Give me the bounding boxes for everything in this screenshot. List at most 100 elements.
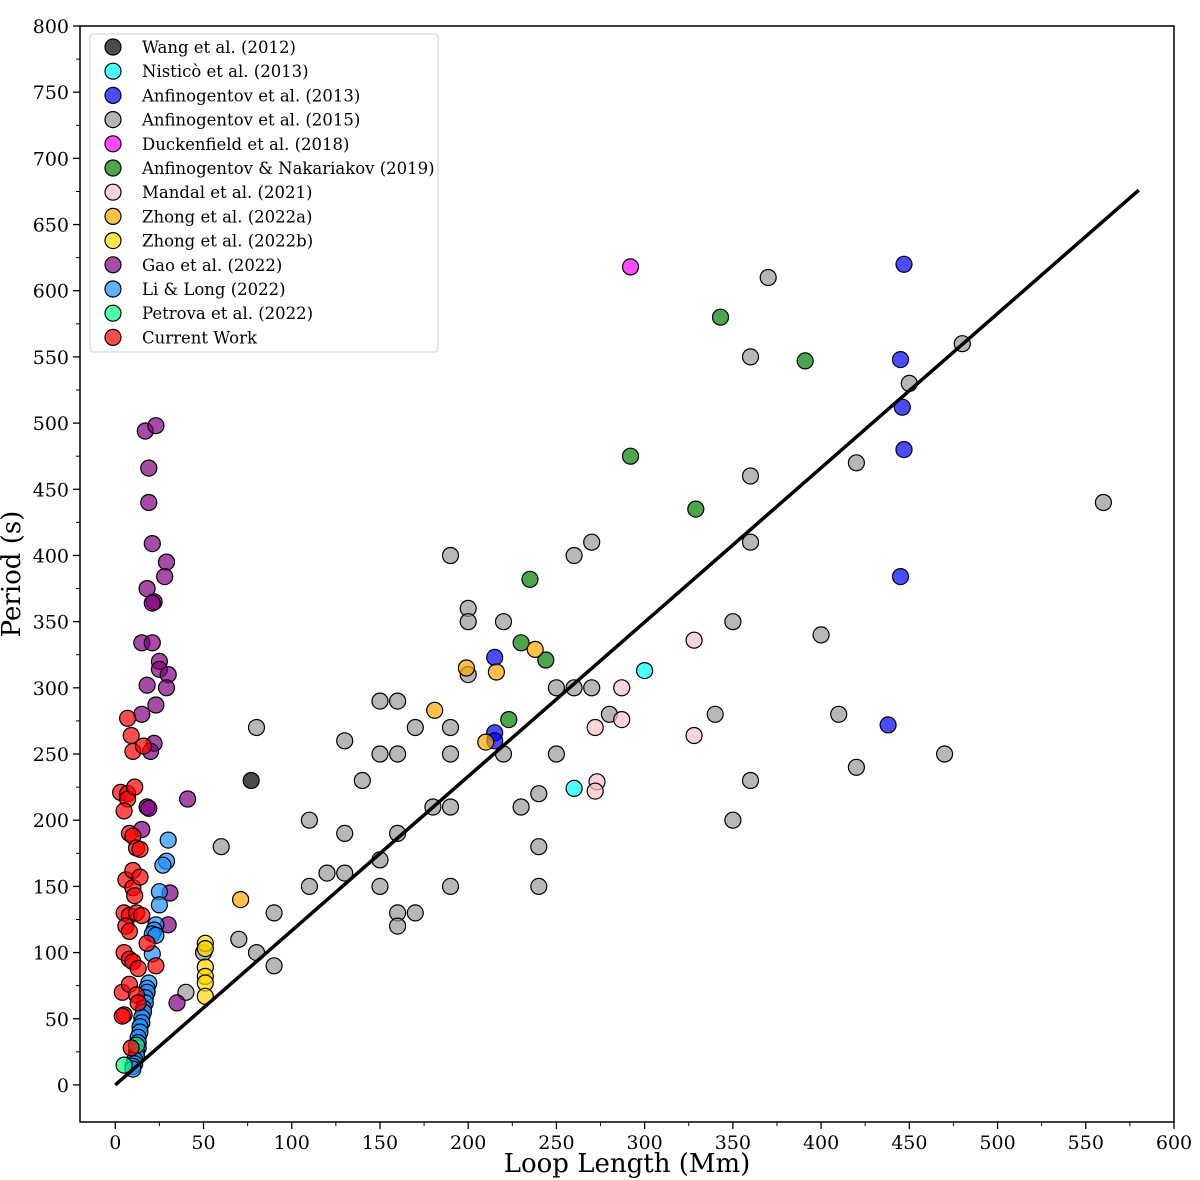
data-point-3-22 — [583, 533, 601, 551]
legend-marker-12 — [104, 328, 122, 346]
legend-items: Wang et al. (2012) Nisticò et al. (2013) A… — [104, 38, 435, 347]
data-point-8-1 — [196, 939, 214, 958]
data-point-10-2 — [154, 856, 172, 874]
data-point-3-11 — [830, 705, 848, 723]
data-point-12-36 — [122, 1039, 140, 1057]
legend-marker-9 — [104, 256, 122, 274]
legend-label-1: Nisticò et al. (2013) — [142, 62, 309, 81]
x-tick-label-2: 100 — [274, 1132, 310, 1154]
data-point-2-2 — [893, 398, 911, 416]
data-point-12-21 — [133, 906, 151, 925]
y-tick-label-16: 800 — [33, 16, 69, 38]
data-point-3-21 — [565, 546, 583, 565]
data-point-3-47 — [336, 732, 354, 750]
y-tick-label-14: 700 — [33, 148, 69, 170]
data-point-3-6 — [847, 454, 866, 472]
data-point-2-5 — [879, 716, 897, 734]
legend-marker-5 — [104, 159, 122, 177]
legend-label-0: Wang et al. (2012) — [142, 38, 296, 57]
legend-label-8: Zhong et al. (2022b) — [142, 232, 313, 251]
y-tick-label-6: 300 — [33, 678, 69, 700]
x-tick-label-1: 50 — [191, 1132, 215, 1154]
x-tick-label-5: 250 — [538, 1132, 574, 1154]
data-point-3-18 — [459, 613, 477, 631]
x-tick-label-6: 300 — [627, 1132, 663, 1154]
data-point-9-18 — [133, 705, 151, 723]
x-tick-label-3: 150 — [362, 1132, 398, 1154]
data-point-3-7 — [1094, 493, 1113, 512]
data-point-3-14 — [741, 771, 760, 790]
data-point-3-33 — [441, 718, 460, 737]
data-point-5-6 — [537, 651, 555, 669]
data-point-1-1 — [565, 779, 583, 798]
data-point-3-16 — [441, 546, 460, 565]
data-point-3-12 — [847, 758, 866, 776]
data-point-10-4 — [150, 896, 168, 914]
data-point-5-5 — [512, 634, 530, 652]
data-point-9-9 — [143, 594, 161, 612]
data-point-3-15 — [724, 811, 742, 829]
x-axis-label: Loop Length (Mm) — [504, 1149, 751, 1179]
data-point-6-1 — [613, 679, 631, 697]
y-axis-label: Period (s) — [0, 511, 27, 638]
data-point-3-34 — [441, 745, 460, 763]
legend-marker-7 — [104, 207, 122, 225]
y-tick-label-13: 650 — [33, 215, 69, 237]
data-point-10-0 — [159, 831, 177, 849]
legend-label-5: Anfinogentov & Nakariakov (2019) — [141, 159, 435, 178]
y-tick-label-5: 250 — [33, 744, 69, 766]
data-point-3-24 — [565, 679, 583, 697]
data-point-3-49 — [336, 864, 354, 882]
legend-label-6: Mandal et al. (2021) — [142, 183, 312, 202]
legend-box — [89, 33, 439, 353]
legend-label-4: Duckenfield et al. (2018) — [142, 135, 349, 154]
data-point-3-10 — [706, 705, 724, 723]
data-point-1-0 — [635, 661, 654, 680]
legend: Wang et al. (2012) Nisticò et al. (2013) A… — [89, 33, 439, 353]
data-point-3-37 — [441, 877, 460, 896]
data-point-9-23 — [179, 790, 197, 808]
x-tick-label-0: 0 — [109, 1132, 121, 1154]
x-tick-label-8: 400 — [803, 1132, 839, 1154]
y-tick-label-3: 150 — [33, 876, 69, 898]
data-point-12-0 — [118, 709, 137, 727]
data-point-6-6 — [586, 782, 604, 800]
data-point-2-3 — [895, 441, 913, 459]
x-tick-label-10: 500 — [979, 1132, 1015, 1154]
data-point-9-22 — [140, 799, 158, 817]
data-point-3-29 — [530, 838, 548, 856]
data-point-3-58 — [265, 904, 283, 922]
data-point-3-51 — [300, 811, 318, 829]
data-point-9-6 — [156, 567, 174, 586]
legend-marker-4 — [104, 135, 122, 153]
data-point-3-48 — [336, 824, 354, 843]
data-point-3-40 — [371, 692, 389, 710]
data-point-3-57 — [212, 838, 230, 856]
data-point-3-55 — [389, 917, 407, 935]
x-tick-label-4: 200 — [450, 1132, 486, 1154]
x-tick-label-11: 550 — [1068, 1132, 1104, 1154]
data-point-12-35 — [129, 994, 147, 1012]
data-point-12-7 — [126, 778, 144, 796]
legend-marker-2 — [104, 86, 122, 105]
data-point-3-38 — [406, 718, 424, 737]
legend-label-7: Zhong et al. (2022a) — [142, 207, 312, 226]
data-point-3-46 — [353, 771, 371, 790]
data-point-2-1 — [891, 351, 910, 369]
data-point-3-3 — [741, 533, 760, 551]
data-point-9-4 — [143, 534, 161, 553]
y-tick-label-15: 750 — [33, 82, 69, 104]
data-point-4-0 — [621, 258, 640, 276]
data-point-3-27 — [512, 798, 530, 816]
data-point-3-52 — [300, 877, 318, 896]
data-point-3-61 — [265, 957, 283, 975]
data-point-2-4 — [891, 567, 910, 586]
data-point-5-3 — [687, 500, 705, 518]
data-point-5-1 — [796, 352, 814, 370]
data-point-5-0 — [711, 308, 730, 326]
data-point-7-4 — [477, 733, 495, 751]
data-point-9-5 — [157, 553, 176, 571]
y-tick-label-0: 0 — [57, 1075, 69, 1097]
legend-marker-0 — [104, 38, 122, 56]
